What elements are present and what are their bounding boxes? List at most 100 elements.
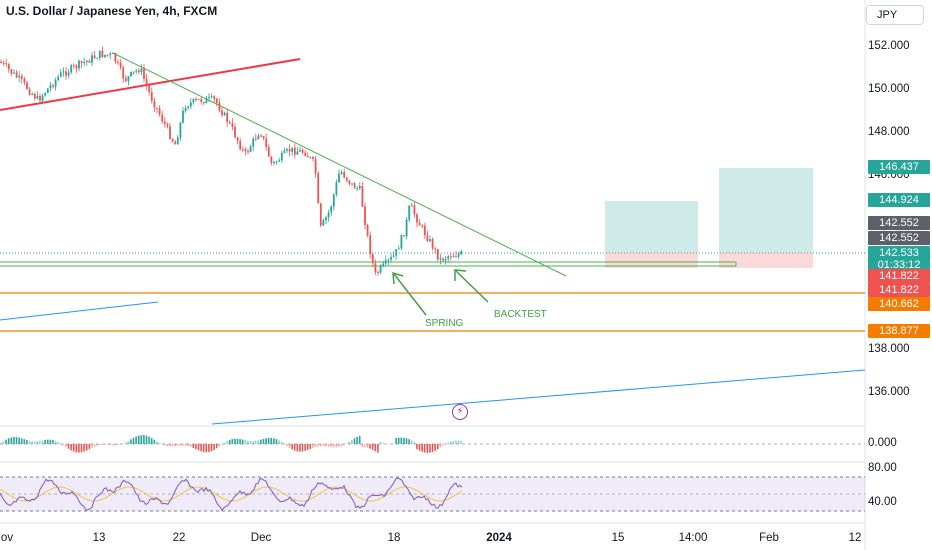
macd-bar	[252, 441, 254, 444]
macd-bar	[213, 444, 215, 450]
candle-body	[390, 256, 392, 260]
macd-bar	[260, 439, 262, 444]
candle-body	[286, 149, 288, 151]
candle-body	[208, 97, 210, 99]
candle-body	[223, 112, 226, 116]
macd-bar	[179, 444, 182, 446]
macd-bar	[221, 444, 223, 445]
long-position-box-2[interactable]	[719, 168, 813, 268]
currency-button[interactable]: JPY	[866, 5, 924, 25]
candle-body	[392, 255, 395, 257]
candle-body	[244, 149, 247, 152]
candle-body	[382, 263, 385, 267]
support-zone[interactable]	[0, 261, 737, 267]
candle-body	[366, 224, 369, 236]
lightning-bolt-icon[interactable]: ⚡︎	[452, 404, 468, 420]
candle-body	[166, 124, 169, 127]
candle-body	[210, 96, 213, 98]
candle-body	[91, 55, 93, 63]
candle-body	[319, 203, 322, 226]
candle-body	[80, 61, 83, 64]
red-trendline[interactable]	[0, 58, 301, 111]
macd-bar	[195, 444, 197, 450]
candle-body	[140, 68, 143, 73]
candle-body	[369, 235, 372, 255]
macd-bar	[353, 438, 356, 444]
candle-body	[101, 50, 104, 58]
candle-body	[452, 256, 455, 258]
candlestick-series	[0, 46, 463, 276]
candle-body	[395, 249, 398, 256]
macd-bar	[327, 444, 330, 447]
time-tick: ov	[0, 532, 14, 544]
macd-bar	[280, 442, 283, 444]
candle-body	[213, 96, 216, 99]
macd-bar	[244, 440, 247, 444]
candle-body	[434, 248, 437, 250]
macd-bar	[109, 444, 111, 446]
macd-bar	[10, 437, 13, 444]
macd-bar	[366, 444, 369, 448]
symbol-title[interactable]: U.S. Dollar / Japanese Yen, 4h, FXCM	[6, 4, 218, 18]
candle-body	[278, 160, 281, 162]
macd-bar	[80, 444, 83, 453]
candle-body	[111, 53, 114, 55]
macd-bar	[288, 444, 291, 448]
macd-bar	[26, 439, 28, 444]
macd-bar	[361, 444, 364, 448]
candle-body	[28, 89, 31, 95]
macd-bar	[231, 439, 234, 444]
macd-bar	[395, 437, 397, 444]
candle-body	[106, 54, 109, 56]
macd-bar	[452, 440, 455, 444]
blue-trendline-1[interactable]	[0, 301, 159, 321]
macd-bar	[299, 444, 301, 452]
macd-bar	[314, 444, 317, 448]
macd-bar	[343, 444, 345, 446]
price-label-entry: 142.552	[868, 231, 930, 245]
macd-bar	[117, 444, 119, 446]
candle-body	[423, 225, 426, 236]
macd-bar	[226, 441, 228, 444]
candle-body	[343, 171, 346, 178]
macd-bar	[143, 435, 145, 444]
candle-body	[33, 93, 36, 99]
candle-body	[10, 69, 13, 74]
macd-bar	[234, 438, 236, 444]
macd-bar	[418, 444, 421, 451]
candle-body	[83, 61, 86, 64]
candle-body	[405, 219, 408, 237]
candle-body	[78, 61, 80, 69]
candle-body	[88, 60, 91, 63]
macd-bar	[7, 438, 10, 444]
long-position-box-1[interactable]	[605, 201, 698, 268]
macd-bar	[166, 444, 169, 447]
candle-body	[348, 180, 351, 184]
macd-bar	[371, 444, 374, 450]
candle-body	[330, 206, 333, 213]
macd-bar	[135, 436, 137, 444]
candle-body	[314, 158, 317, 174]
candle-body	[358, 186, 361, 189]
green-trendline[interactable]	[112, 52, 567, 277]
price-label-target-2: 146.437	[868, 160, 930, 174]
candle-body	[156, 107, 158, 109]
macd-bar	[241, 439, 244, 444]
backtest-label[interactable]: BACKTEST	[494, 309, 547, 320]
candle-body	[197, 99, 200, 101]
macd-bar	[5, 439, 7, 444]
candle-body	[205, 97, 208, 104]
candle-body	[163, 121, 166, 125]
spring-label[interactable]: SPRING	[425, 318, 464, 329]
blue-trendline-2[interactable]	[211, 369, 866, 425]
price-label-entry: 142.552	[868, 216, 930, 230]
candle-body	[345, 177, 348, 181]
candle-body	[124, 78, 127, 82]
candle-body	[429, 239, 431, 242]
macd-bar	[267, 437, 270, 444]
candle-body	[46, 88, 49, 94]
macd-bar	[205, 444, 208, 453]
macd-bar	[330, 444, 332, 448]
candle-body	[332, 194, 335, 207]
